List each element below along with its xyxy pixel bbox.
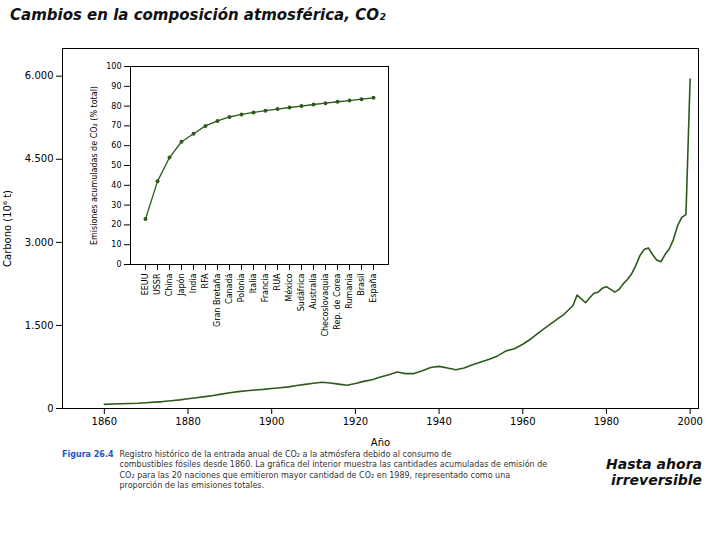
- svg-text:6.000: 6.000: [25, 70, 54, 81]
- svg-text:Carbono (10⁶ t): Carbono (10⁶ t): [2, 190, 13, 267]
- html-text:Registro histórico de la entra: Registro histórico de la entrada anual d…: [119, 450, 548, 491]
- svg-text:1860: 1860: [92, 416, 117, 427]
- svg-text:USSR: USSR: [153, 273, 162, 295]
- svg-text:80: 80: [111, 102, 121, 111]
- svg-text:0: 0: [116, 260, 121, 269]
- svg-text:Checoslovaquia: Checoslovaquia: [321, 273, 330, 336]
- svg-text:1920: 1920: [343, 416, 368, 427]
- svg-text:Canadá: Canadá: [225, 273, 234, 304]
- html-text:Cambios en la composición atmo: Cambios en la composición atmosférica, C…: [10, 6, 386, 24]
- svg-text:China: China: [165, 273, 174, 296]
- html-text:Hasta ahora irreversible: Hasta ahora irreversible: [606, 456, 702, 488]
- svg-text:Rumania: Rumania: [345, 273, 354, 308]
- svg-text:20: 20: [111, 220, 121, 229]
- svg-text:Francia: Francia: [261, 273, 270, 302]
- svg-text:México: México: [284, 273, 294, 301]
- svg-text:Rep. de Corea: Rep. de Corea: [333, 273, 342, 329]
- svg-text:EEUU: EEUU: [141, 273, 150, 295]
- svg-text:Japón: Japón: [176, 274, 186, 297]
- html-text:Figura 26.4: Figura 26.4: [62, 450, 114, 459]
- svg-text:1980: 1980: [594, 416, 619, 427]
- svg-text:RUA: RUA: [273, 273, 282, 290]
- svg-text:RFA: RFA: [201, 273, 210, 288]
- svg-text:Italia: Italia: [249, 273, 258, 293]
- svg-text:50: 50: [111, 161, 121, 170]
- svg-text:70: 70: [111, 121, 121, 130]
- svg-text:Año: Año: [371, 437, 390, 448]
- svg-text:1.500: 1.500: [25, 320, 54, 331]
- svg-text:1960: 1960: [510, 416, 535, 427]
- svg-text:40: 40: [111, 181, 121, 190]
- svg-text:Gran Bretaña: Gran Bretaña: [213, 273, 222, 327]
- svg-text:Sudáfrica: Sudáfrica: [297, 273, 306, 311]
- svg-text:India: India: [189, 273, 198, 293]
- svg-text:30: 30: [111, 201, 121, 210]
- svg-text:1880: 1880: [175, 416, 200, 427]
- svg-text:2000: 2000: [677, 416, 702, 427]
- svg-text:3.000: 3.000: [25, 237, 54, 248]
- svg-text:0: 0: [47, 403, 53, 414]
- svg-text:Australia: Australia: [309, 273, 318, 308]
- svg-text:1900: 1900: [259, 416, 284, 427]
- svg-text:Emisiones acumuladas de CO₂ (%: Emisiones acumuladas de CO₂ (% total): [90, 86, 99, 245]
- svg-text:100: 100: [106, 62, 121, 71]
- svg-text:Brasil: Brasil: [357, 274, 366, 296]
- svg-text:Polonia: Polonia: [237, 273, 246, 302]
- svg-text:1940: 1940: [426, 416, 451, 427]
- svg-text:60: 60: [111, 141, 121, 150]
- svg-text:4.500: 4.500: [25, 153, 54, 164]
- svg-text:90: 90: [111, 82, 121, 91]
- svg-text:10: 10: [111, 240, 121, 249]
- svg-text:España: España: [369, 273, 378, 302]
